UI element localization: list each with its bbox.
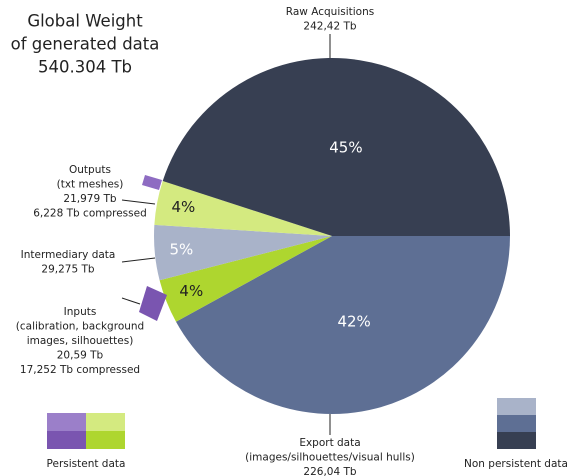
compressed-part — [142, 175, 162, 190]
slice-detail: images, silhouettes) — [27, 335, 134, 347]
slice-percent: 45% — [329, 139, 362, 157]
slice-detail: (txt meshes) — [57, 179, 124, 191]
slice-detail: 29,275 Tb — [41, 264, 94, 276]
chart-title: of generated data — [11, 35, 160, 54]
legend-label: Persistent data — [47, 458, 126, 470]
slice-name: Outputs — [69, 164, 111, 176]
chart-title: Global Weight — [27, 12, 143, 31]
pie-slice — [154, 224, 332, 281]
slice-percent: 4% — [171, 198, 195, 216]
leader-line — [121, 297, 141, 305]
legend-swatch — [86, 413, 125, 431]
slice-percent: 42% — [337, 313, 370, 331]
slice-percent: 4% — [179, 282, 203, 300]
pie-slice — [154, 180, 332, 236]
slice-name: Raw Acquisitions — [286, 6, 374, 18]
slice-detail: (calibration, background — [16, 321, 144, 333]
legend-swatch — [497, 398, 536, 415]
slice-detail: 242,42 Tb — [303, 21, 356, 33]
chart-title: 540.304 Tb — [38, 58, 132, 77]
pie-slice — [176, 236, 511, 415]
slice-detail: 6,228 Tb compressed — [33, 208, 147, 220]
legend-label: Non persistent data — [464, 458, 568, 470]
slice-detail: (images/silhouettes/visual hulls) — [245, 452, 415, 464]
slice-name: Export data — [299, 437, 360, 449]
legend-swatch — [47, 413, 86, 431]
slice-percent: 5% — [169, 241, 193, 259]
leader-line — [121, 199, 156, 205]
pie-slice — [159, 236, 332, 322]
slice-detail: 20,59 Tb — [57, 350, 104, 362]
slice-detail: 226,04 Tb — [303, 466, 356, 476]
slice-name: Intermediary data — [21, 249, 116, 261]
pie-slice — [162, 58, 510, 237]
legend-swatch — [47, 431, 86, 449]
slice-name: Inputs — [64, 306, 97, 318]
compressed-part — [139, 286, 167, 321]
legend-swatch — [497, 415, 536, 432]
legend-swatch — [497, 432, 536, 449]
leader-line — [121, 257, 156, 263]
legend-swatch — [86, 431, 125, 449]
slice-detail: 17,252 Tb compressed — [20, 364, 140, 376]
slice-detail: 21,979 Tb — [63, 193, 116, 205]
